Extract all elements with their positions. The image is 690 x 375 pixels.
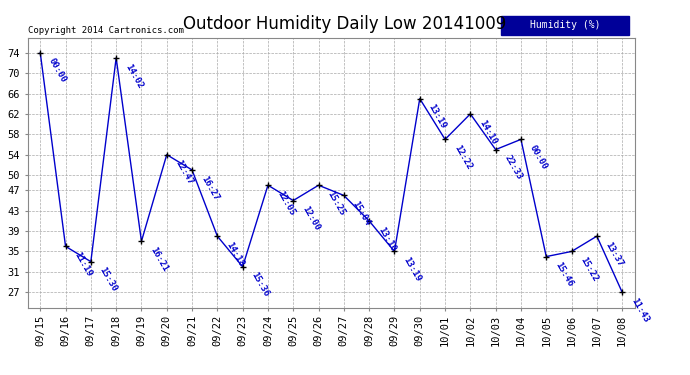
Text: 16:21: 16:21 [148,246,170,273]
FancyBboxPatch shape [501,16,629,35]
Text: 13:19: 13:19 [426,103,448,130]
Text: 00:00: 00:00 [528,144,549,171]
Text: 12:47: 12:47 [174,159,195,187]
Text: 14:10: 14:10 [477,118,499,146]
Text: 15:36: 15:36 [250,271,271,298]
Text: 13:37: 13:37 [604,240,625,268]
Text: 12:05: 12:05 [275,189,296,217]
Text: Copyright 2014 Cartronics.com: Copyright 2014 Cartronics.com [28,26,184,35]
Text: 15:04: 15:04 [351,200,372,227]
Text: 15:25: 15:25 [326,189,347,217]
Text: 12:22: 12:22 [452,144,473,171]
Text: 14:18: 14:18 [224,240,246,268]
Text: 11:43: 11:43 [629,296,651,324]
Text: Humidity (%): Humidity (%) [530,20,600,30]
Text: 00:00: 00:00 [47,57,68,85]
Text: 13:10: 13:10 [376,225,397,253]
Text: 15:46: 15:46 [553,261,575,288]
Text: 14:02: 14:02 [123,62,144,90]
Text: 15:22: 15:22 [578,256,600,284]
Text: 12:00: 12:00 [300,205,322,232]
Text: 22:33: 22:33 [502,154,524,182]
Text: 16:27: 16:27 [199,174,220,202]
Text: 15:30: 15:30 [98,266,119,294]
Text: 11:19: 11:19 [72,251,94,278]
Text: Outdoor Humidity Daily Low 20141009: Outdoor Humidity Daily Low 20141009 [184,15,506,33]
Text: 13:19: 13:19 [402,256,423,284]
